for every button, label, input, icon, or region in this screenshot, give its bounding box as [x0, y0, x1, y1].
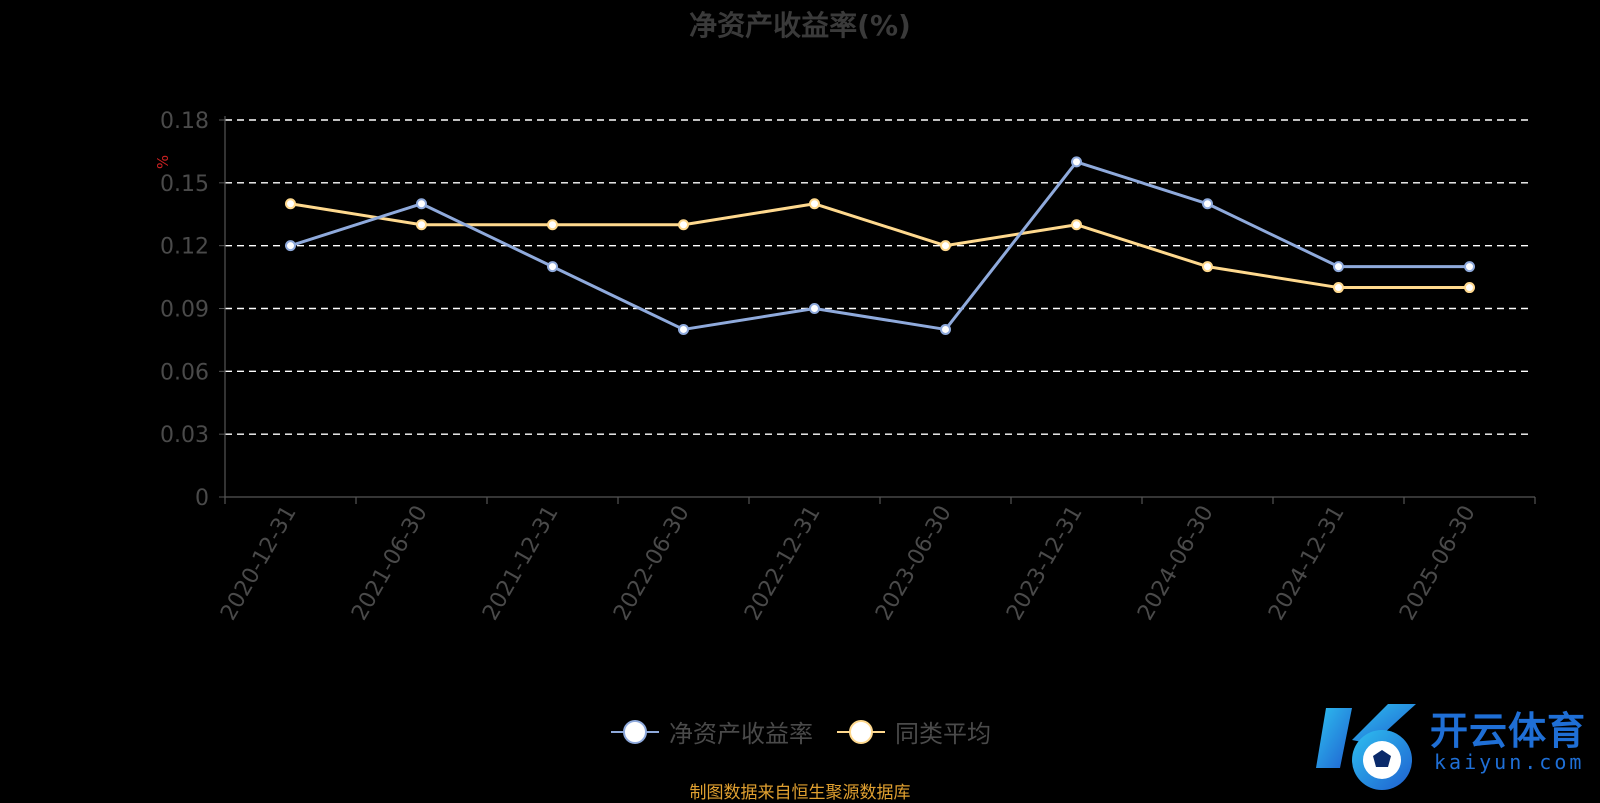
series-line	[290, 202, 1470, 290]
y-tick-label: 0.12	[160, 235, 209, 260]
chart-title: 净资产收益率(%)	[689, 9, 911, 42]
data-point[interactable]	[285, 198, 296, 210]
x-tick-label: 2024-06-30	[1133, 502, 1219, 625]
y-axis-unit-label: %	[154, 155, 172, 169]
legend-label-roe: 净资产收益率	[669, 720, 813, 748]
y-tick-label: 0.06	[160, 360, 209, 385]
x-tick-label: 2021-12-31	[478, 502, 564, 625]
watermark-logo: 开云体育 kaiyun.com	[1312, 696, 1600, 800]
data-point[interactable]	[416, 198, 427, 210]
x-tick-label: 2024-12-31	[1264, 502, 1350, 625]
roe-line-chart: 0 0.03 0.06 0.09 0.12 0.15 0.18% 2020-12-31 2021…	[154, 109, 1536, 625]
data-point[interactable]	[1464, 282, 1475, 294]
legend-item-avg[interactable]: 同类平均	[835, 714, 991, 749]
data-point[interactable]	[285, 240, 296, 252]
kaiyun-logo-icon	[1316, 704, 1416, 790]
series-lines	[285, 156, 1475, 335]
data-point[interactable]	[940, 323, 951, 335]
series-line	[290, 160, 1470, 331]
data-point[interactable]	[1333, 261, 1344, 273]
legend-marker-roe-icon	[611, 719, 659, 744]
data-point[interactable]	[416, 219, 427, 231]
x-tick-label: 2023-12-31	[1002, 502, 1088, 625]
legend-item-roe[interactable]: 净资产收益率	[609, 714, 813, 749]
source-note: 制图数据来自恒生聚源数据库	[689, 783, 911, 803]
axes	[219, 116, 1536, 504]
data-point[interactable]	[547, 261, 558, 273]
x-tick-label: 2022-06-30	[609, 502, 695, 625]
data-point[interactable]	[1071, 219, 1082, 231]
data-point[interactable]	[809, 303, 820, 314]
y-tick-label: 0.15	[160, 172, 209, 197]
y-tick-label: 0	[195, 486, 209, 511]
data-point[interactable]	[940, 240, 951, 252]
data-point[interactable]	[547, 219, 558, 231]
legend-label-avg: 同类平均	[895, 720, 991, 748]
tick-labels: 0 0.03 0.06 0.09 0.12 0.15 0.18% 2020-12-31 2021…	[154, 109, 1481, 625]
x-tick-label: 2025-06-30	[1395, 502, 1481, 625]
data-point[interactable]	[1202, 198, 1213, 210]
data-point[interactable]	[1071, 156, 1082, 168]
x-tick-label: 2022-12-31	[740, 502, 826, 625]
grid-lines	[225, 119, 1529, 435]
y-tick-label: 0.03	[160, 423, 209, 448]
data-point[interactable]	[1333, 282, 1344, 294]
legend: 净资产收益率 同类平均	[0, 714, 1600, 749]
legend-marker-avg-icon	[837, 719, 885, 744]
data-point[interactable]	[1202, 261, 1213, 273]
watermark-name-en: kaiyun.com	[1434, 750, 1585, 774]
y-tick-label: 0.18	[160, 109, 209, 134]
data-point[interactable]	[1464, 261, 1475, 273]
x-tick-label: 2020-12-31	[216, 502, 302, 625]
data-point[interactable]	[678, 323, 689, 335]
data-point[interactable]	[678, 219, 689, 231]
x-tick-label: 2023-06-30	[871, 502, 957, 625]
watermark-name-cn: 开云体育	[1430, 709, 1587, 753]
x-tick-label: 2021-06-30	[347, 502, 433, 625]
data-point[interactable]	[809, 198, 820, 210]
y-tick-label: 0.09	[160, 298, 209, 323]
